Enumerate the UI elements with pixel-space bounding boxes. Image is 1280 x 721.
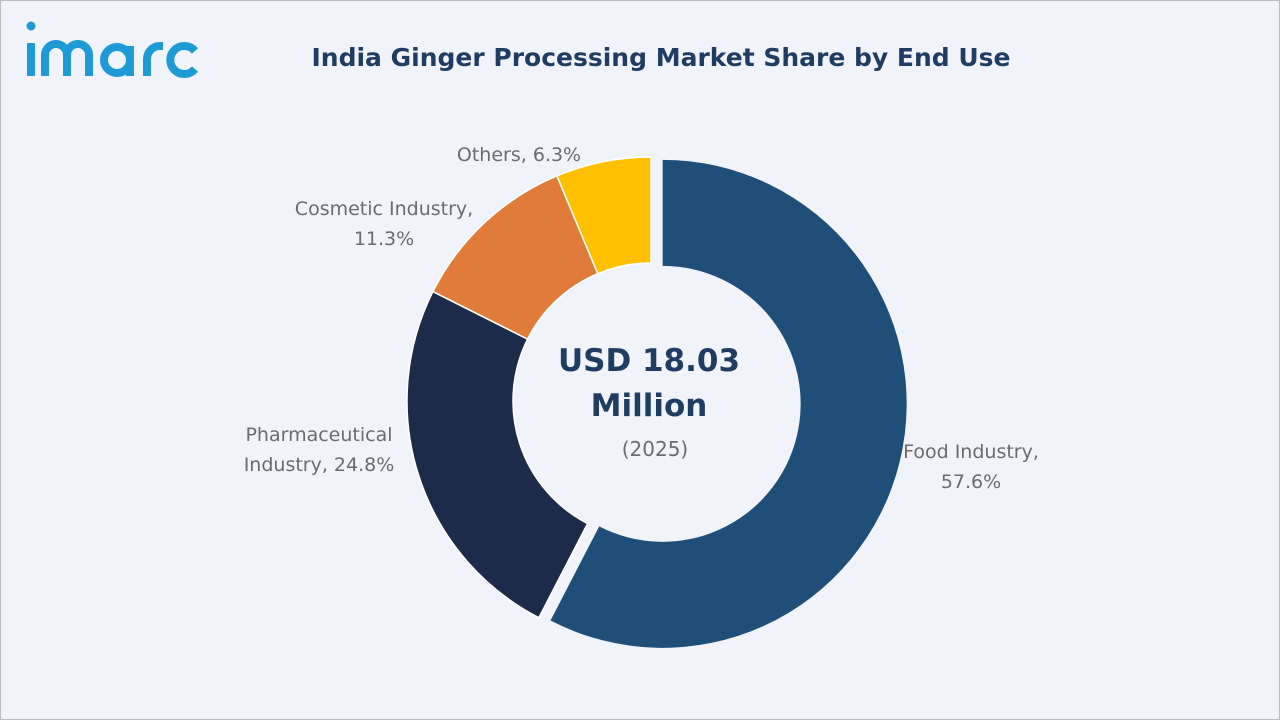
slice-label-others: Others, 6.3% bbox=[457, 144, 581, 166]
slice-label-line: Industry, 24.8% bbox=[244, 454, 395, 476]
imarc-logo bbox=[19, 9, 209, 89]
slice-label-line: Others, 6.3% bbox=[457, 144, 581, 166]
slice-label-food-industry: Food Industry, 57.6% bbox=[903, 441, 1039, 493]
center-year: (2025) bbox=[622, 437, 689, 461]
slice-label-cosmetic-industry: Cosmetic Industry, 11.3% bbox=[295, 198, 473, 250]
slice-pharmaceutical-industry bbox=[406, 290, 589, 619]
slice-label-line: Cosmetic Industry, bbox=[295, 198, 473, 220]
slice-label-line: Pharmaceutical bbox=[245, 424, 392, 446]
chart-title: India Ginger Processing Market Share by … bbox=[311, 43, 1011, 72]
center-value-line1: USD 18.03 bbox=[558, 343, 740, 379]
slice-label-line: Food Industry, bbox=[903, 441, 1039, 463]
slice-label-pharmaceutical-industry: Pharmaceutical Industry, 24.8% bbox=[244, 424, 395, 476]
labels-group: Food Industry, 57.6% Pharmaceutical Industr… bbox=[244, 144, 1039, 493]
slice-label-line: 11.3% bbox=[354, 228, 414, 250]
slice-food-industry bbox=[550, 159, 907, 648]
slice-others bbox=[555, 156, 652, 275]
center-value-line2: Million bbox=[591, 388, 708, 424]
slices-group bbox=[406, 156, 907, 648]
slice-label-line: 57.6% bbox=[941, 471, 1001, 493]
